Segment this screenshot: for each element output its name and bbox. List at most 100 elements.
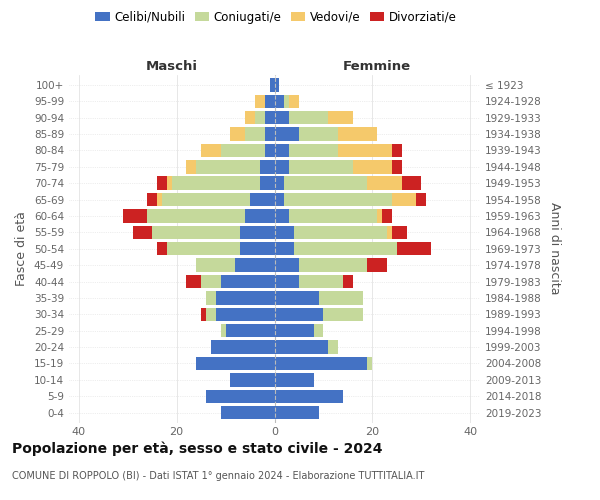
Bar [402,176,421,190]
Bar [216,308,275,321]
Bar [387,226,392,239]
Bar [392,160,402,173]
Bar [275,324,314,338]
Bar [328,111,353,124]
Bar [196,160,260,173]
Bar [289,209,377,222]
Bar [187,275,201,288]
Bar [299,258,367,272]
Bar [147,193,157,206]
Bar [255,94,265,108]
Bar [328,340,338,354]
Bar [299,275,343,288]
Bar [201,308,206,321]
Bar [221,144,265,157]
Bar [206,308,216,321]
Bar [275,209,289,222]
Bar [147,209,245,222]
Bar [275,144,289,157]
Y-axis label: Fasce di età: Fasce di età [16,212,28,286]
Bar [284,176,367,190]
Bar [275,160,289,173]
Bar [275,390,343,403]
Bar [338,128,377,140]
Bar [221,324,226,338]
Bar [260,160,275,173]
Bar [230,128,245,140]
Bar [245,111,255,124]
Bar [226,324,275,338]
Bar [240,226,275,239]
Bar [187,160,196,173]
Bar [275,226,294,239]
Bar [275,406,319,419]
Bar [294,242,397,256]
Bar [265,128,275,140]
Bar [275,193,284,206]
Bar [392,144,402,157]
Bar [269,78,275,92]
Bar [275,94,284,108]
Bar [265,144,275,157]
Bar [284,193,392,206]
Bar [275,258,299,272]
Bar [206,291,216,304]
Bar [255,111,265,124]
Bar [221,406,275,419]
Bar [275,111,289,124]
Bar [245,209,275,222]
Bar [240,242,275,256]
Bar [196,357,275,370]
Bar [397,242,431,256]
Bar [201,275,221,288]
Bar [250,193,275,206]
Bar [216,291,275,304]
Bar [196,258,235,272]
Bar [211,340,275,354]
Bar [201,144,221,157]
Bar [319,291,362,304]
Bar [157,176,167,190]
Bar [152,226,240,239]
Bar [382,209,392,222]
Bar [221,275,275,288]
Bar [230,373,275,386]
Bar [275,357,367,370]
Bar [299,128,338,140]
Bar [265,94,275,108]
Bar [416,193,426,206]
Bar [275,340,328,354]
Legend: Celibi/Nubili, Coniugati/e, Vedovi/e, Divorziati/e: Celibi/Nubili, Coniugati/e, Vedovi/e, Di… [91,6,461,28]
Bar [206,390,275,403]
Bar [338,144,392,157]
Bar [289,94,299,108]
Bar [275,291,319,304]
Bar [265,111,275,124]
Bar [157,193,162,206]
Bar [157,242,167,256]
Bar [367,357,373,370]
Bar [289,111,328,124]
Bar [367,258,387,272]
Text: Maschi: Maschi [146,60,198,72]
Bar [172,176,260,190]
Bar [162,193,250,206]
Bar [260,176,275,190]
Bar [367,176,402,190]
Text: Popolazione per età, sesso e stato civile - 2024: Popolazione per età, sesso e stato civil… [12,441,383,456]
Bar [275,373,314,386]
Bar [275,308,323,321]
Bar [289,160,353,173]
Text: COMUNE DI ROPPOLO (BI) - Dati ISTAT 1° gennaio 2024 - Elaborazione TUTTITALIA.IT: COMUNE DI ROPPOLO (BI) - Dati ISTAT 1° g… [12,471,424,481]
Bar [289,144,338,157]
Bar [343,275,353,288]
Bar [323,308,362,321]
Bar [314,324,323,338]
Bar [294,226,387,239]
Bar [392,226,407,239]
Bar [353,160,392,173]
Bar [123,209,147,222]
Bar [377,209,382,222]
Bar [275,128,299,140]
Bar [133,226,152,239]
